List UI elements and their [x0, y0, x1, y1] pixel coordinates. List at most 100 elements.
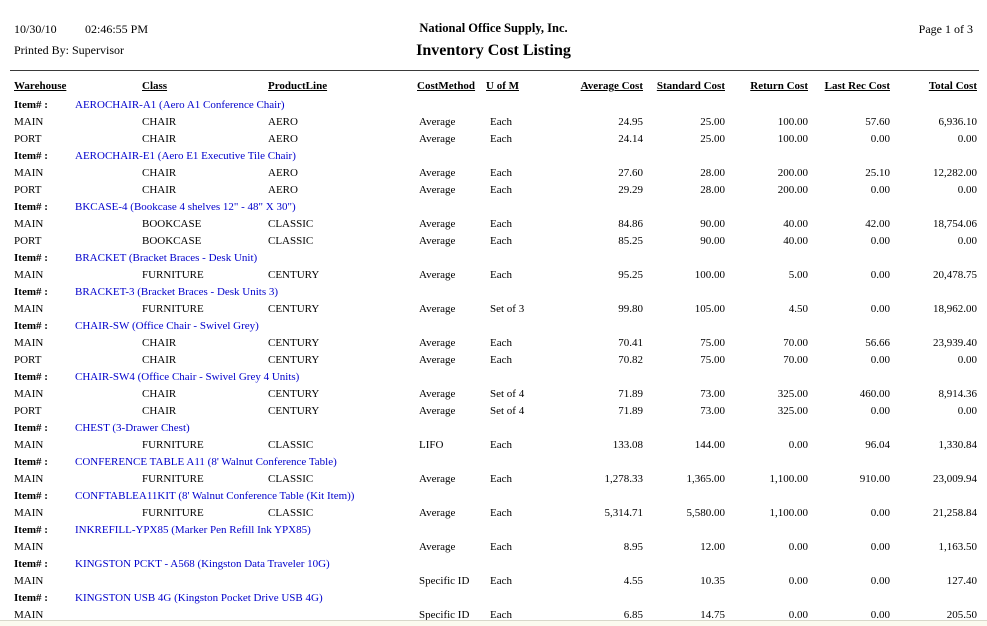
item-description-link[interactable]: CONFERENCE TABLE A11 (8' Walnut Conferen… — [75, 456, 337, 468]
class-cell: CHAIR — [142, 337, 177, 349]
item-number-label: Item# : — [14, 490, 48, 502]
class-cell: FURNITURE — [142, 439, 204, 451]
item-description-link[interactable]: KINGSTON PCKT - A568 (Kingston Data Trav… — [75, 558, 330, 570]
product-line-cell: CLASSIC — [268, 507, 314, 519]
column-header-return-cost: Return Cost — [750, 80, 808, 92]
item-description-link[interactable]: CHAIR-SW (Office Chair - Swivel Grey) — [75, 320, 259, 332]
standard-cost-cell: 1,365.00 — [686, 473, 726, 485]
cost-method-cell: Average — [419, 337, 456, 349]
item-description-link[interactable]: AEROCHAIR-A1 (Aero A1 Conference Chair) — [75, 99, 285, 111]
average-cost-cell: 85.25 — [618, 235, 643, 247]
product-line-cell: CENTURY — [268, 337, 320, 349]
item-description-link[interactable]: AEROCHAIR-E1 (Aero E1 Executive Tile Cha… — [75, 150, 296, 162]
class-cell: CHAIR — [142, 133, 177, 145]
product-line-cell: CENTURY — [268, 388, 320, 400]
warehouse-cell: MAIN — [14, 388, 44, 400]
last-rec-cost-cell: 96.04 — [865, 439, 890, 451]
item-header-row: Item# : CONFERENCE TABLE A11 (8' Walnut C… — [0, 454, 987, 471]
item-header-row: Item# : CHEST (3-Drawer Chest) — [0, 420, 987, 437]
warehouse-cell: MAIN — [14, 609, 44, 621]
product-line-cell: AERO — [268, 184, 298, 196]
cost-method-cell: Average — [419, 116, 456, 128]
item-number-label: Item# : — [14, 592, 48, 604]
table-row: PORT CHAIR CENTURY Average Set of 4 71.89 73.0… — [0, 403, 987, 420]
class-cell: CHAIR — [142, 167, 177, 179]
class-cell: CHAIR — [142, 354, 177, 366]
table-row: MAIN Specific ID Each 4.55 10.35 0.00 0.00 127.… — [0, 573, 987, 590]
last-rec-cost-cell: 0.00 — [870, 235, 890, 247]
return-cost-cell: 70.00 — [783, 337, 808, 349]
total-cost-cell: 21,258.84 — [933, 507, 977, 519]
uom-cell: Each — [490, 269, 512, 281]
average-cost-cell: 95.25 — [618, 269, 643, 281]
table-row: PORT CHAIR AERO Average Each 29.29 28.00 200.00… — [0, 182, 987, 199]
item-description-link[interactable]: BRACKET-3 (Bracket Braces - Desk Units 3… — [75, 286, 279, 298]
item-header-row: Item# : INKREFILL-YPX85 (Marker Pen Refil… — [0, 522, 987, 539]
company-name: National Office Supply, Inc. — [419, 21, 568, 35]
average-cost-cell: 27.60 — [618, 167, 643, 179]
total-cost-cell: 23,939.40 — [933, 337, 977, 349]
table-row: MAIN BOOKCASE CLASSIC Average Each 84.86 90.00… — [0, 216, 987, 233]
return-cost-cell: 4.50 — [788, 303, 808, 315]
item-description-link[interactable]: BRACKET (Bracket Braces - Desk Unit) — [75, 252, 258, 264]
average-cost-cell: 70.41 — [618, 337, 643, 349]
cost-method-cell: LIFO — [419, 439, 444, 451]
total-cost-cell: 8,914.36 — [938, 388, 978, 400]
total-cost-cell: 6,936.10 — [938, 116, 978, 128]
average-cost-cell: 70.82 — [618, 354, 643, 366]
table-row: MAIN Specific ID Each 6.85 14.75 0.00 0.00 205.… — [0, 607, 987, 624]
uom-cell: Each — [490, 116, 512, 128]
standard-cost-cell: 5,580.00 — [686, 507, 726, 519]
average-cost-cell: 4.55 — [623, 575, 643, 587]
total-cost-cell: 0.00 — [957, 354, 977, 366]
table-row: MAIN FURNITURE CLASSIC Average Each 1,278.33 1… — [0, 471, 987, 488]
column-header-standard-cost: Standard Cost — [656, 80, 725, 92]
total-cost-cell: 0.00 — [957, 405, 977, 417]
item-description-link[interactable]: INKREFILL-YPX85 (Marker Pen Refill Ink Y… — [75, 524, 311, 536]
class-cell: FURNITURE — [142, 507, 204, 519]
total-cost-cell: 1,163.50 — [938, 541, 978, 553]
item-description-link[interactable]: CHAIR-SW4 (Office Chair - Swivel Grey 4 … — [75, 371, 300, 383]
standard-cost-cell: 75.00 — [700, 337, 725, 349]
standard-cost-cell: 12.00 — [700, 541, 725, 553]
item-description-link[interactable]: BKCASE-4 (Bookcase 4 shelves 12" - 48" X… — [75, 201, 296, 213]
total-cost-cell: 0.00 — [957, 133, 977, 145]
average-cost-cell: 71.89 — [618, 405, 643, 417]
return-cost-cell: 325.00 — [777, 405, 808, 417]
item-header-row: Item# : AEROCHAIR-E1 (Aero E1 Executive T… — [0, 148, 987, 165]
warehouse-cell: MAIN — [14, 439, 44, 451]
last-rec-cost-cell: 42.00 — [865, 218, 890, 230]
item-number-label: Item# : — [14, 371, 48, 383]
uom-cell: Each — [490, 439, 512, 451]
report-time: 02:46:55 PM — [85, 22, 149, 36]
last-rec-cost-cell: 0.00 — [870, 507, 890, 519]
report-rows: Item# : AEROCHAIR-A1 (Aero A1 Conference … — [0, 97, 987, 624]
uom-cell: Each — [490, 235, 512, 247]
standard-cost-cell: 144.00 — [694, 439, 725, 451]
cost-method-cell: Average — [419, 184, 456, 196]
item-number-label: Item# : — [14, 286, 48, 298]
cost-method-cell: Average — [419, 388, 456, 400]
item-header-row: Item# : BRACKET (Bracket Braces - Desk Un… — [0, 250, 987, 267]
table-row: PORT CHAIR AERO Average Each 24.14 25.00 100.00… — [0, 131, 987, 148]
item-header-row: Item# : BKCASE-4 (Bookcase 4 shelves 12" … — [0, 199, 987, 216]
page-indicator: Page 1 of 3 — [918, 22, 973, 36]
warehouse-cell: MAIN — [14, 269, 44, 281]
page-bottom-edge — [0, 620, 987, 626]
warehouse-cell: MAIN — [14, 218, 44, 230]
return-cost-cell: 5.00 — [788, 269, 808, 281]
class-cell: CHAIR — [142, 405, 177, 417]
table-row: PORT BOOKCASE CLASSIC Average Each 85.25 90.00… — [0, 233, 987, 250]
column-header-warehouse: Warehouse — [14, 80, 67, 92]
item-description-link[interactable]: KINGSTON USB 4G (Kingston Pocket Drive U… — [75, 592, 323, 604]
table-row: MAIN CHAIR CENTURY Average Set of 4 71.89 73.0… — [0, 386, 987, 403]
total-cost-cell: 23,009.94 — [933, 473, 977, 485]
column-header-product-line: ProductLine — [268, 80, 328, 92]
standard-cost-cell: 73.00 — [700, 388, 725, 400]
standard-cost-cell: 28.00 — [700, 184, 725, 196]
warehouse-cell: MAIN — [14, 337, 44, 349]
total-cost-cell: 0.00 — [957, 235, 977, 247]
item-description-link[interactable]: CONFTABLEA11KIT (8' Walnut Conference Ta… — [75, 490, 355, 502]
table-row: MAIN Average Each 8.95 12.00 0.00 0.00 1,163.50 — [0, 539, 987, 556]
item-description-link[interactable]: CHEST (3-Drawer Chest) — [75, 422, 190, 434]
